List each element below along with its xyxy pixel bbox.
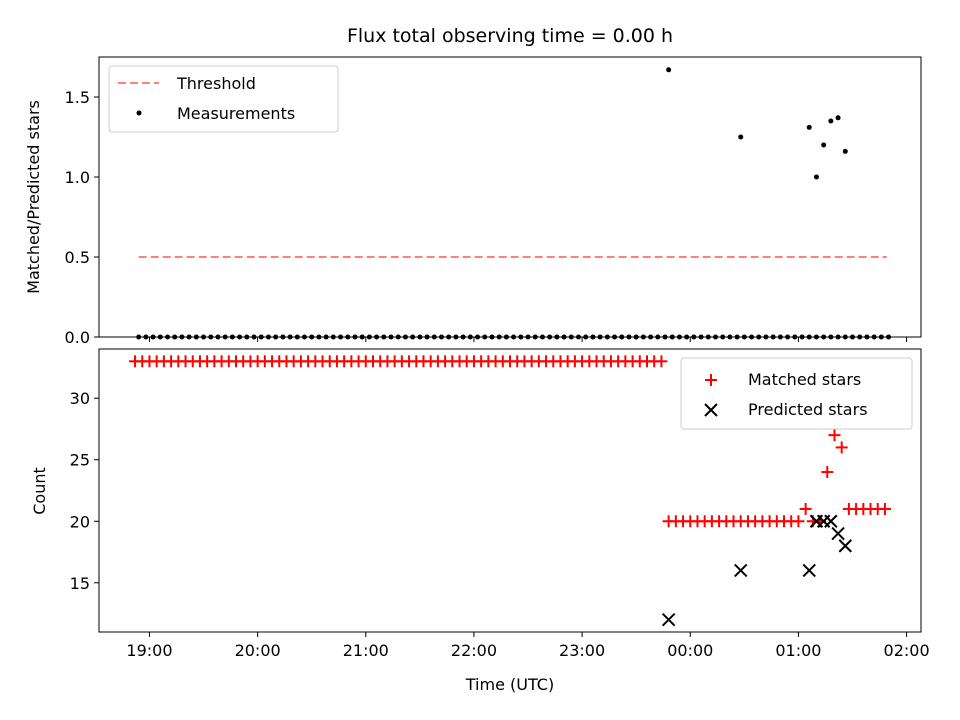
matched-star-marker	[828, 429, 841, 442]
legend-predicted-swatch	[704, 403, 718, 417]
bottom-predicted-layer	[661, 514, 852, 627]
x-tick-label: 00:00	[667, 641, 713, 660]
top-y-axis-label: Matched/Predicted stars	[24, 100, 43, 294]
y-tick-label: 20	[70, 512, 90, 531]
bottom-legend-frame	[680, 357, 913, 430]
measurement-point	[828, 118, 834, 124]
matched-star-marker	[655, 355, 668, 368]
measurement-point	[835, 115, 841, 121]
measurement-point	[813, 174, 819, 180]
predicted-star-marker	[734, 563, 748, 578]
x-tick-label: 21:00	[343, 641, 389, 660]
bottom-legend: Matched stars Predicted stars	[680, 357, 913, 430]
bottom-panel: 15 20 25 30 19:00 20:00 21:00 22:00 23:00 00:00 0…	[30, 348, 930, 694]
measurement-point	[821, 142, 827, 148]
matched-star-marker	[799, 502, 812, 515]
legend-predicted-label: Predicted stars	[748, 400, 868, 419]
x-tick-label: 02:00	[884, 641, 930, 660]
legend-measurements-label: Measurements	[177, 104, 295, 123]
y-tick-label: 0.0	[65, 328, 90, 347]
bottom-matched-layer	[129, 355, 891, 528]
matched-star-marker	[792, 515, 805, 528]
legend-matched-label: Matched stars	[748, 370, 861, 389]
predicted-star-marker	[802, 563, 816, 578]
bottom-y-axis-label: Count	[30, 467, 49, 515]
chart-title: Flux total observing time = 0.00 h	[347, 25, 673, 47]
top-panel: Flux total observing time = 0.00 h 0.00.…	[24, 25, 922, 347]
y-tick-label: 25	[70, 451, 90, 470]
bottom-x-axis-label: Time (UTC)	[465, 675, 554, 694]
top-y-axis: 0.0 0.5 1.0 1.5	[65, 88, 99, 347]
y-tick-label: 15	[70, 574, 90, 593]
predicted-star-marker	[661, 612, 676, 627]
y-tick-label: 1.0	[65, 168, 90, 187]
top-legend: Threshold Measurements	[108, 65, 339, 133]
matched-star-marker	[835, 441, 848, 454]
predicted-star-marker	[838, 539, 852, 553]
measurement-point	[842, 148, 848, 154]
y-tick-label: 0.5	[65, 248, 90, 267]
legend-measurements-swatch	[136, 110, 142, 116]
predicted-star-marker	[824, 514, 838, 528]
x-tick-label: 01:00	[775, 641, 821, 660]
top-plot-frame	[98, 56, 922, 338]
bottom-plot-frame	[98, 348, 922, 633]
measurement-point	[738, 134, 744, 140]
measurement-point	[666, 67, 672, 73]
top-legend-frame	[108, 65, 339, 133]
matched-star-marker	[821, 466, 834, 479]
x-tick-label: 22:00	[451, 641, 497, 660]
predicted-star-marker	[831, 526, 845, 541]
x-tick-label: 23:00	[559, 641, 605, 660]
legend-threshold-label: Threshold	[176, 74, 256, 93]
bottom-x-axis: 19:00 20:00 21:00 22:00 23:00 00:00 01:00 02:00	[126, 632, 930, 660]
bottom-y-axis: 15 20 25 30	[70, 389, 99, 593]
legend-matched-swatch	[705, 374, 717, 386]
top-x-ticks	[148, 337, 908, 342]
x-tick-label: 19:00	[126, 641, 172, 660]
x-tick-label: 20:00	[235, 641, 281, 660]
y-tick-label: 1.5	[65, 88, 90, 107]
y-tick-label: 30	[70, 389, 90, 408]
matched-star-marker	[878, 502, 891, 515]
measurement-point	[806, 124, 812, 130]
